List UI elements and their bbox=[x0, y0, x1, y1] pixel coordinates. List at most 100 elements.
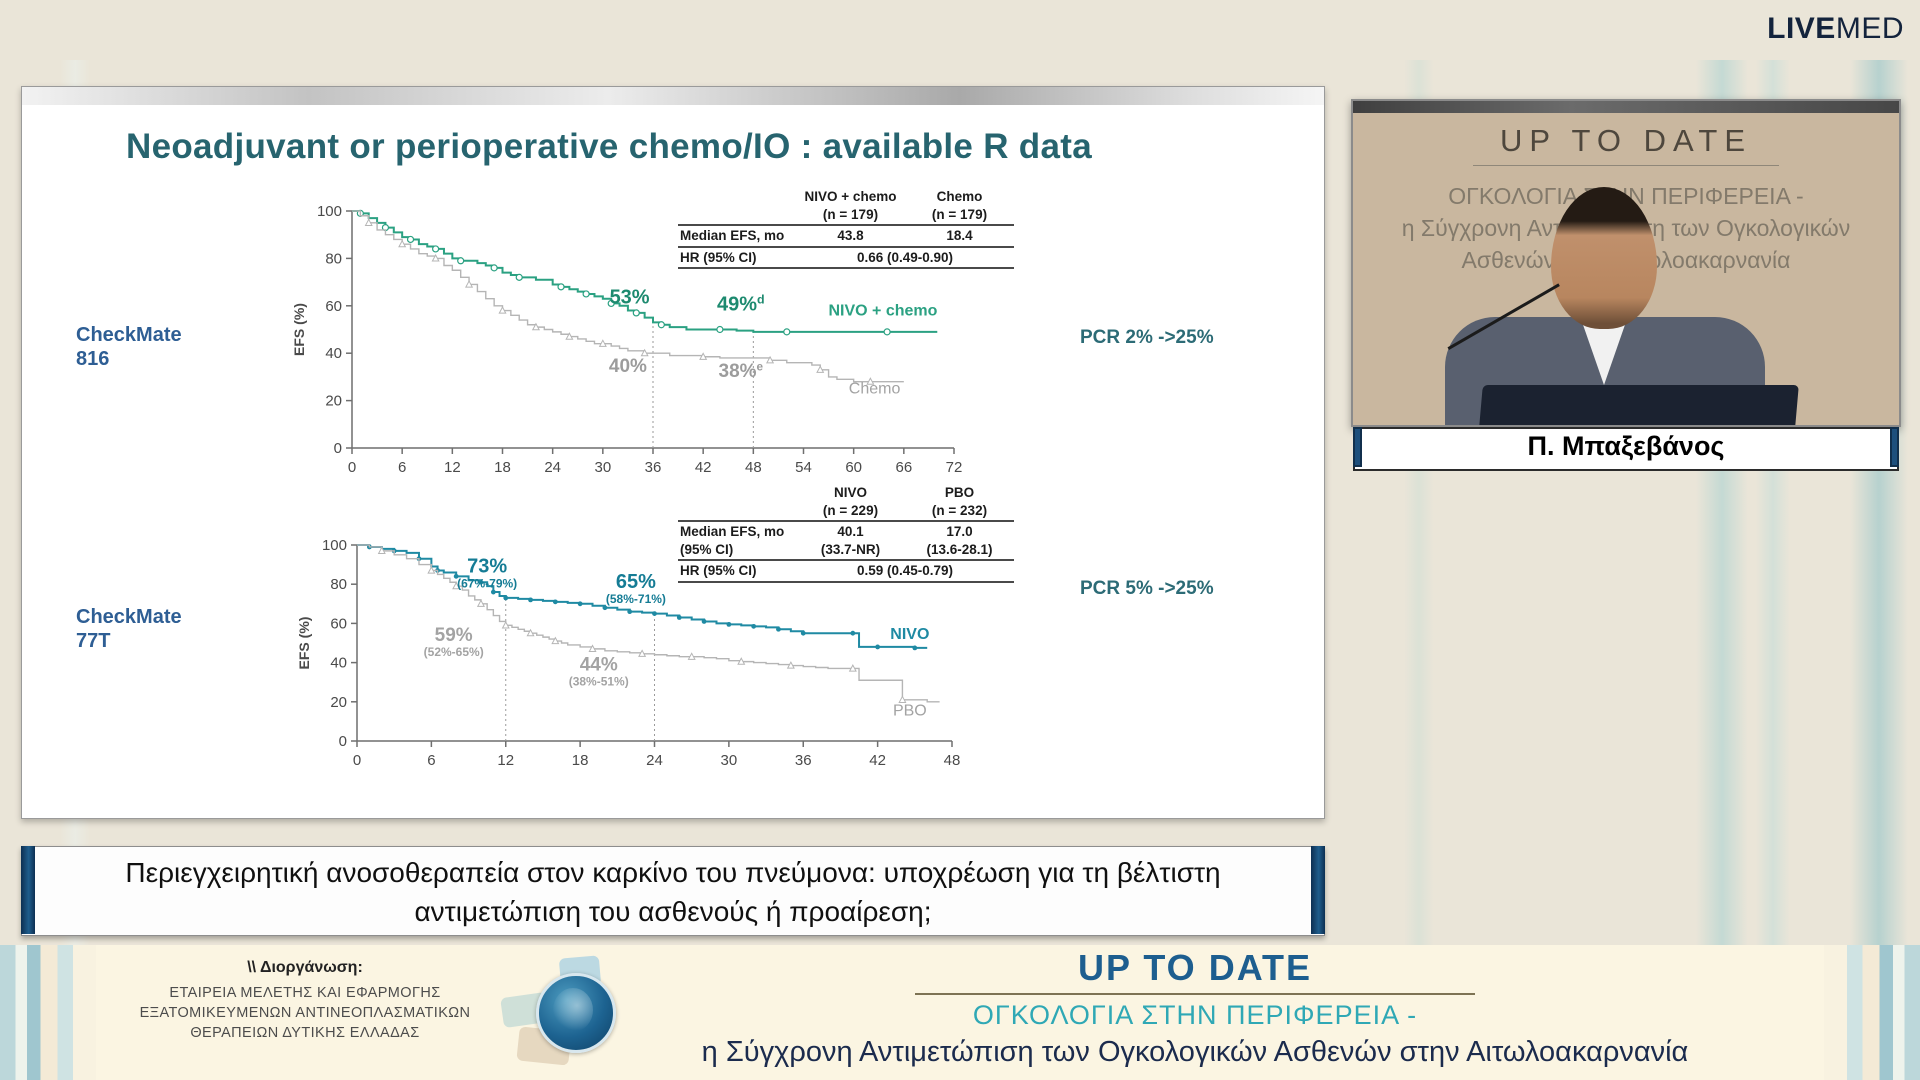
nameplate-left-cap bbox=[1353, 427, 1362, 467]
svg-text:40%: 40% bbox=[609, 356, 647, 377]
svg-text:6: 6 bbox=[398, 459, 406, 476]
svg-text:40: 40 bbox=[325, 345, 342, 362]
conference-footer: \\ Διοργάνωση: ΕΤΑΙΡΕΙΑ ΜΕΛΕΤΗΣ ΚΑΙ ΕΦΑΡ… bbox=[0, 945, 1920, 1080]
svg-text:(52%-65%): (52%-65%) bbox=[424, 645, 484, 659]
study-name: CheckMate bbox=[76, 606, 182, 628]
svg-text:48: 48 bbox=[745, 459, 762, 476]
study-label-checkmate-77t: CheckMate 77T bbox=[76, 605, 182, 653]
session-title-line1: Περιεγχειρητική ανοσοθεραπεία στον καρκί… bbox=[125, 857, 1221, 888]
svg-text:NIVO + chemo: NIVO + chemo bbox=[828, 302, 937, 319]
table-row-label: HR (95% CI) bbox=[680, 563, 757, 579]
svg-text:18: 18 bbox=[494, 459, 511, 476]
study-name: CheckMate bbox=[76, 324, 182, 346]
svg-text:24: 24 bbox=[544, 459, 561, 476]
pcr-note-816: PCR 2% ->25% bbox=[1080, 327, 1214, 348]
svg-text:PBO: PBO bbox=[893, 703, 927, 720]
footer-title-block: UP TO DATE ΟΓΚΟΛΟΓΙΑ ΣΤΗΝ ΠΕΡΙΦΕΡΕΙΑ - η… bbox=[620, 947, 1770, 1069]
svg-text:(38%-51%): (38%-51%) bbox=[569, 674, 629, 688]
table-row-label: HR (95% CI) bbox=[680, 249, 757, 265]
speaker-nameplate: Π. Μπαξεβάνος bbox=[1353, 427, 1899, 471]
svg-text:100: 100 bbox=[322, 537, 347, 554]
banner-left-cap bbox=[21, 846, 35, 934]
video-top-bar bbox=[1353, 101, 1899, 113]
organizer-line2: ΕΞΑΤΟΜΙΚΕΥΜΕΝΩΝ ΑΝΤΙΝΕΟΠΛΑΣΜΑΤΙΚΩΝ bbox=[139, 1005, 471, 1021]
svg-text:60: 60 bbox=[330, 615, 347, 632]
table-corner-cell bbox=[678, 187, 796, 224]
livemed-logo-bold: LIVE bbox=[1767, 12, 1836, 45]
svg-text:72: 72 bbox=[946, 459, 963, 476]
backdrop-divider bbox=[1473, 165, 1779, 166]
svg-text:40: 40 bbox=[330, 655, 347, 672]
table-value-cell: 40.1 (33.7-NR) bbox=[820, 524, 881, 557]
efs-table-checkmate-77t: NIVO (n = 229) PBO (n = 232) Median EFS, mo(… bbox=[678, 483, 1014, 583]
svg-text:60: 60 bbox=[325, 298, 342, 315]
table-value-cell: 17.0 (13.6-28.1) bbox=[926, 524, 993, 557]
conference-logo bbox=[500, 951, 630, 1075]
table-value-cell: 0.59 (0.45-0.79) bbox=[856, 563, 954, 579]
km-chart-checkmate-816: 0 6 12 18 24 30 36 42 48 54 60 66 72 0 20 40 60 80 100 EFS … bbox=[291, 203, 963, 476]
svg-text:12: 12 bbox=[444, 459, 461, 476]
slide-top-gradient-bar bbox=[22, 87, 1324, 105]
banner-right-cap bbox=[1311, 846, 1325, 934]
table-row-label: Median EFS, mo bbox=[680, 228, 785, 244]
svg-text:36: 36 bbox=[645, 459, 662, 476]
svg-text:73%: 73% bbox=[467, 555, 507, 577]
presentation-slide: Neoadjuvant or perioperative chemo/IO : … bbox=[21, 86, 1325, 819]
svg-text:80: 80 bbox=[330, 576, 347, 593]
speaker-video-feed: UP TO DATE ΟΓΚΟΛΟΓΙΑ ΣΤΗΝ ΠΕΡΙΦΕΡΕΙΑ - η… bbox=[1351, 99, 1901, 427]
footer-conference-tagline: η Σύγχρονη Αντιμετώπιση των Ογκολογικών … bbox=[701, 1036, 1689, 1068]
svg-text:42: 42 bbox=[695, 459, 712, 476]
table-value-cell: 43.8 bbox=[837, 228, 864, 244]
organizer-line1: ΕΤΑΙΡΕΙΑ ΜΕΛΕΤΗΣ ΚΑΙ ΕΦΑΡΜΟΓΗΣ bbox=[169, 985, 441, 1001]
table-corner-cell bbox=[678, 483, 796, 520]
svg-text:53%: 53% bbox=[610, 286, 650, 308]
svg-text:59%: 59% bbox=[435, 625, 473, 646]
table-header-row: NIVO + chemo (n = 179) Chemo (n = 179) bbox=[678, 187, 1014, 224]
session-title: Περιεγχειρητική ανοσοθεραπεία στον καρκί… bbox=[42, 853, 1304, 931]
nameplate-right-cap bbox=[1890, 427, 1899, 467]
svg-text:0: 0 bbox=[353, 752, 361, 769]
efs-table-checkmate-816: NIVO + chemo (n = 179) Chemo (n = 179) Media… bbox=[678, 187, 1014, 270]
slide-title: Neoadjuvant or perioperative chemo/IO : … bbox=[126, 127, 1092, 166]
table-value-cell: 18.4 bbox=[946, 228, 973, 244]
svg-text:0: 0 bbox=[334, 440, 342, 457]
study-number: 816 bbox=[76, 348, 110, 370]
svg-text:54: 54 bbox=[795, 459, 812, 476]
svg-text:20: 20 bbox=[325, 393, 342, 410]
svg-text:38%e: 38%e bbox=[719, 360, 764, 382]
speaker-name: Π. Μπαξεβάνος bbox=[1527, 431, 1725, 461]
table-row-label: Median EFS, mo (95% CI) bbox=[680, 524, 785, 557]
svg-text:12: 12 bbox=[497, 752, 514, 769]
svg-text:6: 6 bbox=[427, 752, 435, 769]
session-title-banner: Περιεγχειρητική ανοσοθεραπεία στον καρκί… bbox=[21, 846, 1325, 936]
table-row: Median EFS, mo 43.8 18.4 bbox=[678, 224, 1014, 246]
footer-right-watercolor bbox=[1824, 945, 1920, 1080]
svg-text:EFS (%): EFS (%) bbox=[296, 617, 312, 670]
session-title-line2: αντιμετώπιση του ασθενούς ή προαίρεση; bbox=[414, 896, 932, 927]
conference-emblem-icon bbox=[536, 973, 616, 1053]
svg-text:0: 0 bbox=[348, 459, 356, 476]
table-value-cell: 0.66 (0.49-0.90) bbox=[856, 249, 954, 265]
footer-divider bbox=[915, 993, 1475, 995]
svg-text:100: 100 bbox=[317, 203, 342, 220]
table-column-header: Chemo (n = 179) bbox=[931, 189, 988, 222]
table-row: HR (95% CI) 0.66 (0.49-0.90) bbox=[678, 245, 1014, 268]
table-column-header: PBO (n = 232) bbox=[931, 485, 988, 518]
table-column-header: NIVO (n = 229) bbox=[822, 485, 879, 518]
svg-text:NIVO: NIVO bbox=[890, 626, 929, 643]
svg-text:36: 36 bbox=[795, 752, 812, 769]
svg-text:44%: 44% bbox=[580, 654, 618, 675]
svg-text:30: 30 bbox=[594, 459, 611, 476]
pcr-note-77t: PCR 5% ->25% bbox=[1080, 578, 1214, 599]
svg-text:30: 30 bbox=[721, 752, 738, 769]
backdrop-title: UP TO DATE bbox=[1499, 123, 1753, 158]
svg-text:(67%-79%): (67%-79%) bbox=[457, 576, 517, 590]
svg-text:49%d: 49%d bbox=[717, 293, 765, 316]
svg-text:66: 66 bbox=[895, 459, 912, 476]
livemed-logo-light: MED bbox=[1835, 12, 1904, 45]
table-row: HR (95% CI) 0.59 (0.45-0.79) bbox=[678, 559, 1014, 581]
svg-text:0: 0 bbox=[339, 733, 347, 750]
svg-text:(58%-71%): (58%-71%) bbox=[606, 592, 666, 606]
svg-text:48: 48 bbox=[944, 752, 961, 769]
